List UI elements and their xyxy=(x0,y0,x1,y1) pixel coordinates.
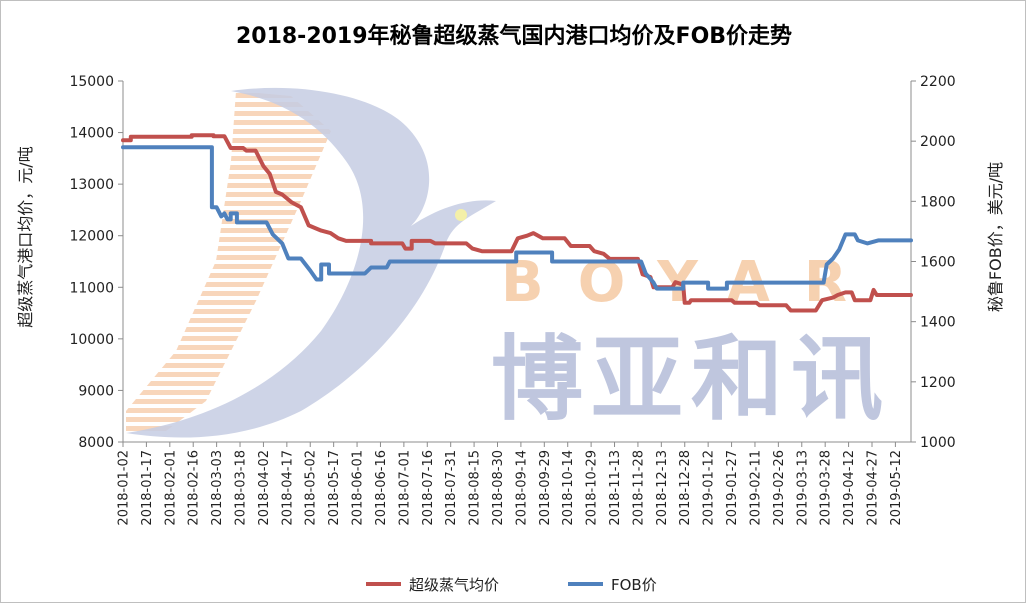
x-tick-label: 2018-07-01 xyxy=(397,450,412,526)
x-tick-label: 2018-06-01 xyxy=(351,450,366,526)
series-line-fob xyxy=(121,145,913,291)
logo-stripe xyxy=(126,165,331,170)
y-tick-label: 11000 xyxy=(69,280,114,296)
y-tick-label: 12000 xyxy=(69,229,114,245)
logo-stripe xyxy=(126,291,331,296)
logo-stripe xyxy=(126,210,331,215)
x-tick-label: 2019-03-28 xyxy=(819,450,834,526)
x-tick-label: 2019-02-11 xyxy=(748,450,763,526)
y-tick-label: 15000 xyxy=(69,74,114,90)
logo-stripe xyxy=(126,255,331,260)
bird-shape xyxy=(126,87,496,438)
logo-stripe xyxy=(126,219,331,224)
logo-stripe xyxy=(126,237,331,242)
logo-stripe xyxy=(126,192,331,197)
x-tick-label: 2018-11-28 xyxy=(631,450,646,526)
series-layer xyxy=(121,133,913,313)
legend: 超级蒸气均价 FOB价 xyxy=(366,576,657,594)
x-tick-label: 2018-05-02 xyxy=(304,450,319,526)
x-tick-label: 2018-07-31 xyxy=(444,450,459,526)
x-tick-label: 2018-09-14 xyxy=(514,450,529,526)
x-tick-label: 2019-01-27 xyxy=(725,450,740,526)
logo-stripe xyxy=(126,309,331,314)
x-tick-label: 2018-04-02 xyxy=(257,450,272,526)
x-tick-label: 2018-03-03 xyxy=(210,450,225,526)
x-tick-label: 2018-02-01 xyxy=(163,450,178,526)
logo-stripe xyxy=(126,138,331,143)
logo-stripe xyxy=(126,282,331,287)
logo-stripe xyxy=(126,246,331,251)
legend-label-fob: FOB价 xyxy=(611,576,657,594)
x-tick-label: 2018-05-17 xyxy=(327,450,342,526)
y2-axis-label: 秘鲁FOB价，美元/吨 xyxy=(986,162,1005,312)
axes: 8000 9000 10000 11000 12000 13000 14000 15000 10… xyxy=(69,74,955,526)
logo-stripe xyxy=(126,174,331,179)
y2-tick-label: 1600 xyxy=(920,255,956,271)
x-tick-label: 2018-01-17 xyxy=(140,450,155,526)
x-tick-label: 2018-10-29 xyxy=(585,450,600,526)
series-line-steam xyxy=(121,133,913,313)
x-tick-label: 2018-09-29 xyxy=(538,450,553,526)
logo-stripe xyxy=(126,156,331,161)
x-tick-label: 2018-08-30 xyxy=(491,450,506,526)
logo-stripe xyxy=(126,300,331,305)
y2-tick-label: 1200 xyxy=(920,375,956,391)
x-tick-label: 2019-05-12 xyxy=(889,450,904,526)
logo-stripe xyxy=(126,336,331,341)
logo-stripe xyxy=(126,345,331,350)
x-tick-label: 2018-04-17 xyxy=(280,450,295,526)
x-tick-label: 2019-04-12 xyxy=(842,450,857,526)
logo-stripe xyxy=(126,228,331,233)
x-tick-label: 2018-08-15 xyxy=(468,450,483,526)
watermark-cn: 博亚和讯 xyxy=(491,326,891,433)
logo-stripe xyxy=(126,327,331,332)
x-tick-label: 2018-01-02 xyxy=(117,450,132,526)
logo-stripe xyxy=(126,183,331,188)
x-tick-label: 2018-10-14 xyxy=(561,450,576,526)
y-tick-label: 10000 xyxy=(69,332,114,348)
x-tick-label: 2018-02-16 xyxy=(187,450,202,526)
logo-stripe xyxy=(126,264,331,269)
y-tick-label: 14000 xyxy=(69,126,114,142)
x-tick-label: 2018-07-16 xyxy=(421,450,436,526)
y-tick-label: 8000 xyxy=(78,435,114,451)
chart-title: 2018-2019年秘鲁超级蒸气国内港口均价及FOB价走势 xyxy=(236,23,792,49)
logo-stripe xyxy=(126,201,331,206)
y2-tick-label: 1400 xyxy=(920,315,956,331)
legend-label-steam: 超级蒸气均价 xyxy=(409,576,499,594)
y-tick-label: 13000 xyxy=(69,177,114,193)
x-tick-label: 2019-02-26 xyxy=(772,450,787,526)
x-tick-label: 2018-12-13 xyxy=(655,450,670,526)
x-tick-label: 2018-03-18 xyxy=(234,450,249,526)
y-tick-label: 9000 xyxy=(78,383,114,399)
x-tick-label: 2019-01-12 xyxy=(702,450,717,526)
y2-tick-label: 2200 xyxy=(920,74,956,90)
x-tick-label: 2018-12-28 xyxy=(678,450,693,526)
y2-tick-label: 1800 xyxy=(920,194,956,210)
y-axis-label: 超级蒸气港口均价，元/吨 xyxy=(16,146,35,327)
y2-tick-label: 2000 xyxy=(920,134,956,150)
x-tick-label: 2019-04-27 xyxy=(865,450,880,526)
x-tick-label: 2019-03-13 xyxy=(795,450,810,526)
logo-stripe xyxy=(126,273,331,278)
x-tick-label: 2018-06-16 xyxy=(374,450,389,526)
y2-tick-label: 1000 xyxy=(920,435,956,451)
bird-eye xyxy=(455,209,467,221)
logo-stripe xyxy=(126,318,331,323)
x-tick-label: 2018-11-13 xyxy=(608,450,623,526)
